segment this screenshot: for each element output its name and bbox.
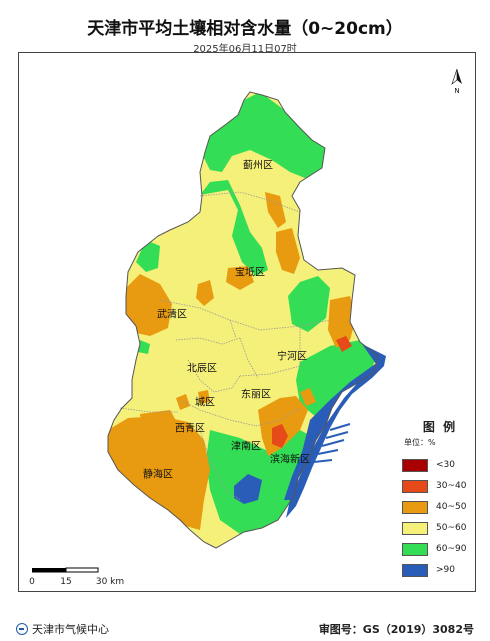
district-label-jinghai: 静海区: [143, 469, 173, 481]
zone-green-baodi: [200, 180, 268, 276]
district-label-jinnan: 津南区: [231, 441, 261, 453]
zone-orange-city: [176, 394, 190, 410]
legend-item: 40~50: [402, 498, 478, 516]
zone-orange-city2: [198, 390, 210, 404]
legend-item: 60~90: [402, 540, 478, 558]
moisture-zones: [108, 92, 378, 534]
district-label-jizhou: 蓟州区: [243, 160, 273, 172]
legend-label: 40~50: [436, 502, 467, 512]
map-legend: 图 例 单位：% <30 30~40 40~50 50~60 60~90 >90: [402, 418, 478, 582]
district-label-beichen: 北辰区: [187, 363, 217, 375]
legend-item: 50~60: [402, 519, 478, 537]
district-label-ninghe: 宁河区: [277, 351, 307, 363]
zone-red-jinnan: [272, 424, 288, 448]
scale-label-30: 30 km: [95, 577, 125, 587]
zone-orange-jinghai: [108, 416, 210, 530]
legend-item: >90: [402, 561, 478, 579]
district-label-baodi: 宝坻区: [235, 267, 265, 279]
zone-green-west: [136, 240, 160, 272]
legend-item: 30~40: [402, 477, 478, 495]
zone-blue-inland: [234, 474, 262, 504]
weather-agency-logo-icon: [16, 623, 28, 635]
district-label-xiqing: 西青区: [175, 423, 205, 435]
district-label-chengqu: 城区: [195, 397, 215, 409]
port-jetties: [313, 423, 351, 463]
legend-title: 图 例: [422, 420, 458, 434]
district-label-binhai: 滨海新区: [270, 454, 310, 466]
legend-swatch: [402, 479, 428, 493]
district-label-wuqing: 武清区: [157, 309, 187, 321]
zone-orange-baodi-small: [226, 266, 254, 290]
legend-swatch: [402, 500, 428, 514]
scale-bar: [32, 567, 99, 573]
scale-label-0: 0: [29, 577, 35, 587]
map-timestamp: 2025年06月11日07时: [193, 44, 297, 55]
legend-swatch: [402, 542, 428, 556]
map-frame: [18, 52, 476, 592]
agency-name: 天津市气候中心: [32, 623, 109, 636]
coastal-zone: [286, 344, 386, 518]
zone-orange-dongli: [300, 388, 316, 406]
zone-orange-wuqing-small: [196, 280, 214, 306]
map-approval-number: 审图号：GS（2019）3082号: [318, 623, 474, 636]
legend-swatch: [402, 521, 428, 535]
legend-unit: 单位：%: [404, 438, 436, 447]
zone-green-speck: [138, 340, 150, 354]
zone-red-ninghe: [336, 336, 352, 352]
legend-label: <30: [436, 460, 455, 470]
legend-label: 60~90: [436, 544, 467, 554]
legend-label: 50~60: [436, 523, 467, 533]
north-arrow-icon: N: [451, 68, 462, 94]
footer-agency: 天津市气候中心: [16, 621, 109, 637]
legend-swatch: [402, 458, 428, 472]
zone-orange-xiqing: [140, 410, 178, 430]
district-label-dongli: 东丽区: [241, 389, 271, 401]
district-boundaries: [119, 191, 331, 501]
scale-label-15: 15: [60, 577, 72, 587]
zone-orange-north: [265, 192, 286, 228]
legend-item: <30: [402, 456, 478, 474]
zone-orange-wuqing: [124, 274, 172, 336]
north-arrow-label: N: [454, 87, 459, 94]
legend-swatch: [402, 563, 428, 577]
legend-label: 30~40: [436, 481, 467, 491]
zone-orange-ninghe-east: [328, 296, 356, 348]
legend-label: >90: [436, 565, 455, 575]
zone-green-ninghe: [288, 276, 330, 332]
zone-orange-baodi-east: [276, 228, 300, 274]
map-title: 天津市平均土壤相对含水量（0~20cm）: [87, 19, 403, 39]
zone-green-coast: [296, 340, 378, 420]
